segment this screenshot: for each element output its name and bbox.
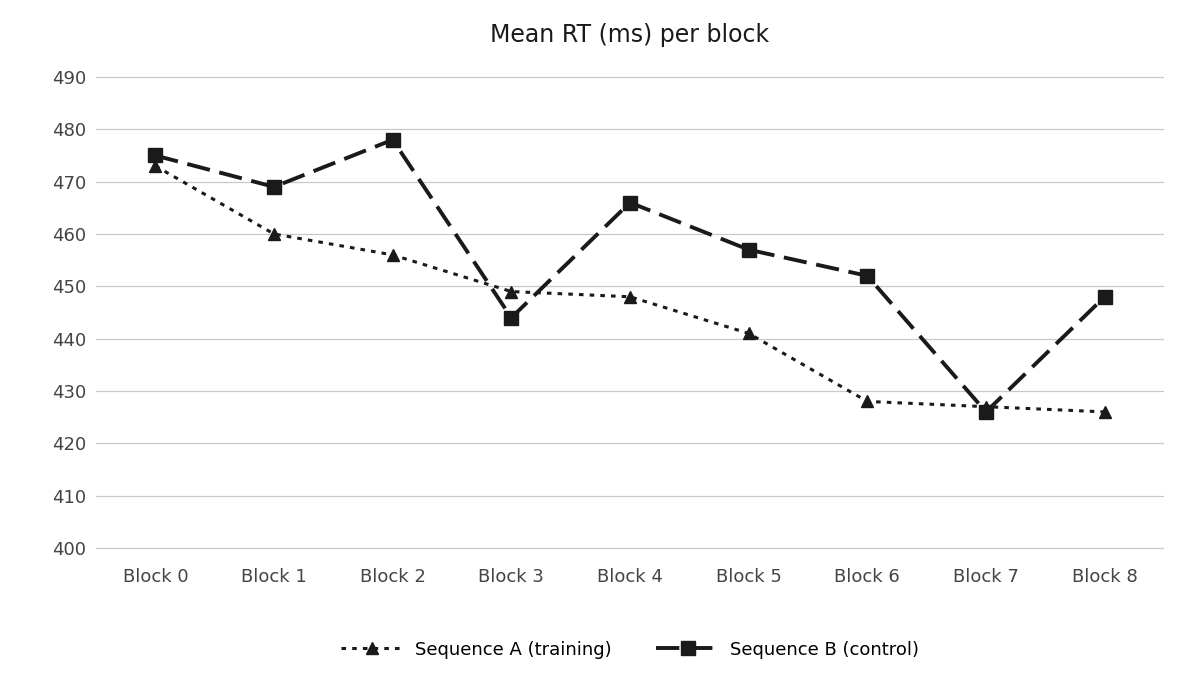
Sequence B (control) [504, 314, 518, 322]
Sequence A (training) [148, 162, 162, 170]
Sequence B (control) [148, 151, 162, 159]
Sequence A (training) [742, 330, 756, 338]
Title: Mean RT (ms) per block: Mean RT (ms) per block [491, 23, 769, 47]
Line: Sequence A (training): Sequence A (training) [149, 160, 1111, 418]
Legend: Sequence A (training), Sequence B (control): Sequence A (training), Sequence B (contr… [341, 641, 919, 659]
Sequence A (training) [860, 397, 875, 405]
Sequence A (training) [266, 230, 281, 238]
Sequence A (training) [385, 251, 400, 259]
Line: Sequence B (control): Sequence B (control) [149, 133, 1111, 419]
Sequence B (control) [266, 183, 281, 191]
Sequence B (control) [385, 136, 400, 144]
Sequence B (control) [623, 198, 637, 206]
Sequence B (control) [742, 246, 756, 254]
Sequence B (control) [979, 408, 994, 416]
Sequence A (training) [623, 293, 637, 301]
Sequence B (control) [1098, 293, 1112, 301]
Sequence A (training) [504, 287, 518, 296]
Sequence B (control) [860, 272, 875, 280]
Sequence A (training) [1098, 408, 1112, 416]
Sequence A (training) [979, 402, 994, 411]
